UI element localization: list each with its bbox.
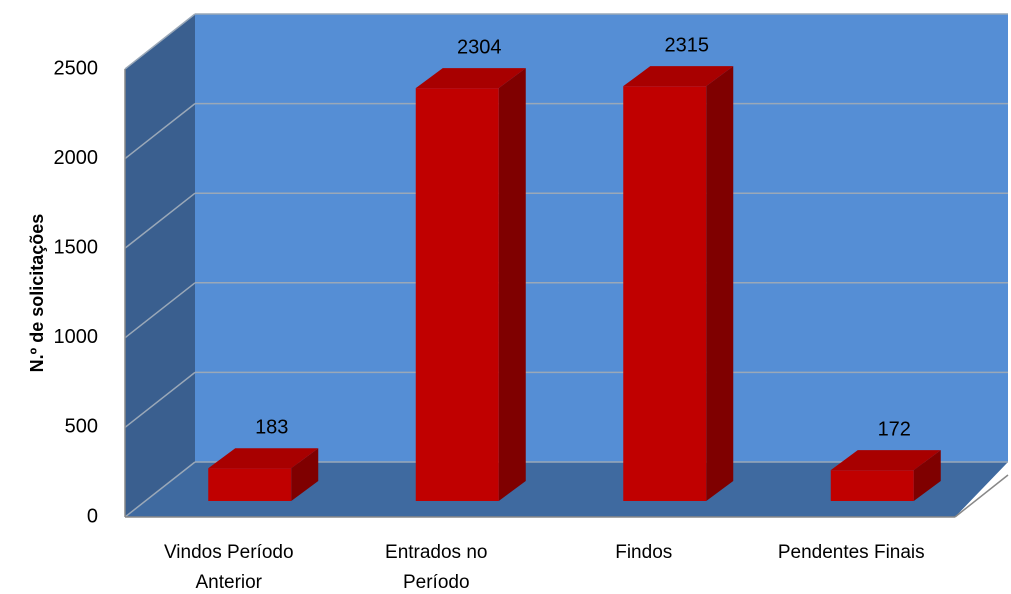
bar-top	[415, 68, 526, 89]
value-label: 2304	[457, 36, 502, 58]
x-tick-label: Findos	[615, 542, 673, 563]
y-tick-label: 1000	[54, 326, 99, 348]
y-axis-label: N.º de solicitações	[27, 214, 47, 373]
y-tick-label: 0	[87, 505, 98, 527]
bar	[830, 470, 914, 501]
x-tick-label: Pendentes Finais	[777, 542, 925, 563]
bar-side	[913, 450, 941, 501]
y-tick-label: 2500	[54, 57, 99, 79]
grid-line	[124, 13, 196, 70]
floor	[125, 462, 1008, 517]
value-label: 2315	[665, 34, 710, 56]
axis-line	[954, 474, 1009, 518]
grid-line	[124, 103, 196, 160]
bar-top	[830, 450, 941, 471]
bar-top	[208, 448, 319, 469]
bar	[208, 468, 292, 501]
bar-side	[291, 448, 319, 501]
bar	[415, 88, 499, 501]
bar	[623, 86, 707, 501]
grid-line	[124, 282, 196, 339]
x-tick-label: Vindos Período Anterior	[163, 542, 294, 593]
side-wall	[125, 14, 195, 517]
grid-line	[124, 461, 196, 518]
back-wall	[195, 14, 1008, 462]
bar-top	[623, 66, 734, 87]
grid-line	[124, 371, 196, 428]
bar-side	[498, 68, 526, 501]
value-label: 172	[878, 418, 911, 440]
grid-line	[124, 192, 196, 249]
y-tick-label: 500	[65, 416, 98, 438]
y-tick-label: 2000	[54, 147, 99, 169]
x-tick-label: Entrados no Período	[385, 542, 488, 593]
value-label: 183	[255, 416, 288, 438]
y-tick-label: 1500	[54, 236, 99, 258]
bar-side	[706, 66, 734, 501]
